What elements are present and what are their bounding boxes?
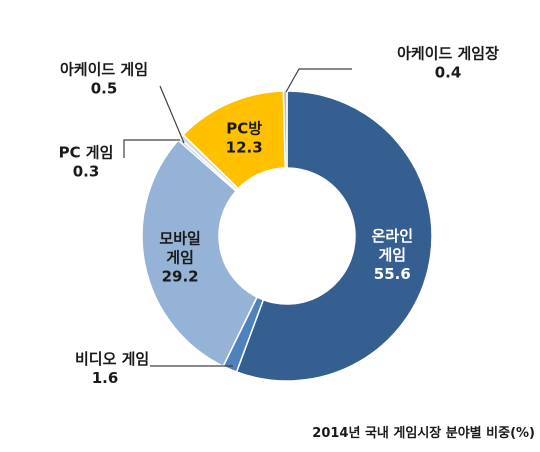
slice-label-2: 모바일 게임 29.2 <box>159 229 200 285</box>
slice-6 <box>282 90 288 169</box>
chart-caption: 2014년 국내 게임시장 분야별 비중(%) <box>312 425 535 441</box>
slice-2 <box>141 139 259 368</box>
leader-lines <box>123 68 352 367</box>
leader-line-4 <box>159 85 185 144</box>
leader-line-6 <box>285 68 352 93</box>
slice-label-6: 아케이드 게임장 0.4 <box>397 45 499 82</box>
slice-label-1: 비디오 게임 1.6 <box>75 350 149 387</box>
slice-0 <box>235 90 433 382</box>
slice-label-5: PC방 12.3 <box>226 119 263 156</box>
slices-layer <box>141 90 433 382</box>
slice-label-3: PC 게임 0.3 <box>59 144 114 181</box>
slice-label-4: 아케이드 게임 0.5 <box>60 61 148 98</box>
labels-layer: 온라인 게임 55.6 비디오 게임 1.6 모바일 게임 29.2 PC 게임 0.3 아케이드 … <box>59 45 500 388</box>
leader-line-3 <box>123 139 180 158</box>
slice-label-0: 온라인 게임 55.6 <box>372 227 413 283</box>
